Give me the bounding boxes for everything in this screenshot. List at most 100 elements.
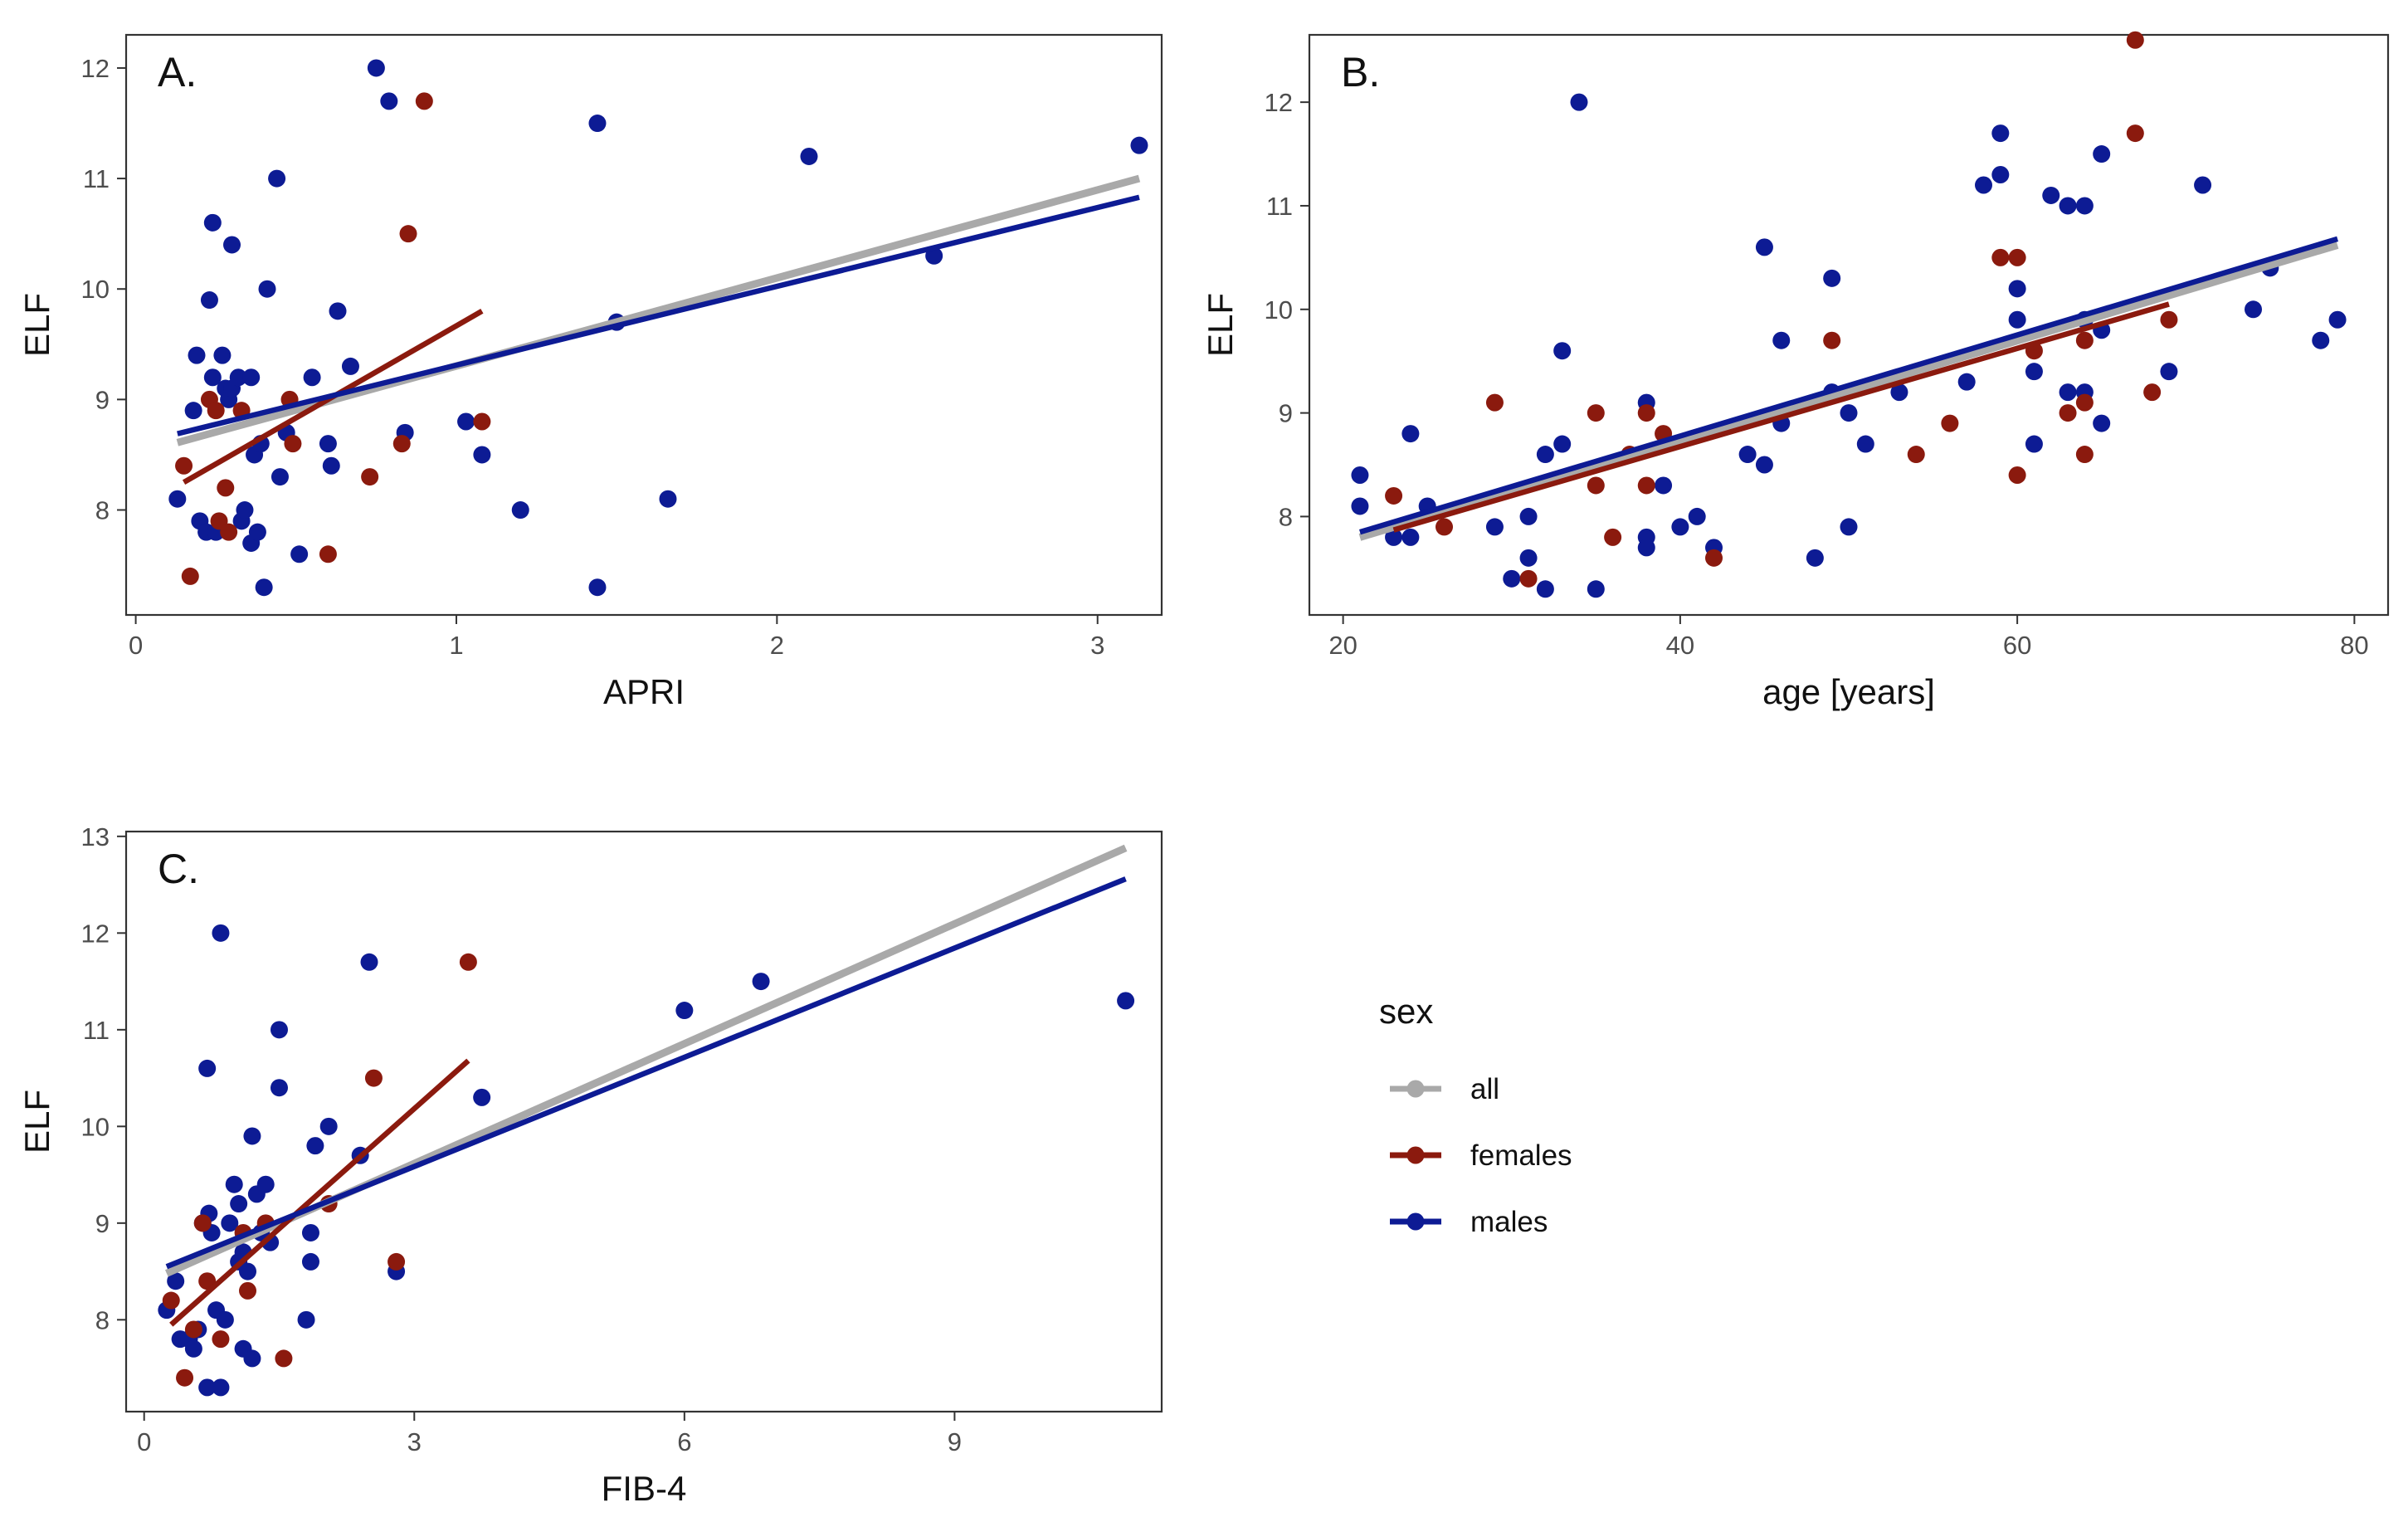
data-point	[1351, 466, 1369, 484]
panel-border	[124, 33, 1163, 617]
data-point	[329, 302, 347, 320]
data-point	[1117, 992, 1135, 1010]
y-tick-label: 12	[1265, 88, 1293, 117]
panel-tag: A.	[158, 49, 197, 95]
data-point	[242, 368, 261, 387]
x-tick-label: 0	[137, 1427, 151, 1456]
data-point	[184, 1320, 202, 1339]
data-point	[1553, 342, 1572, 360]
legend-label: all	[1470, 1073, 1499, 1105]
data-point	[800, 147, 818, 165]
data-point	[184, 402, 202, 420]
y-tick-label: 10	[1265, 295, 1293, 324]
y-tick-label: 11	[83, 1016, 110, 1045]
legend-item-all: all	[1390, 1073, 1499, 1105]
legend-label: males	[1470, 1206, 1548, 1238]
data-point	[203, 213, 222, 232]
data-point	[2075, 331, 2094, 349]
data-point	[1772, 331, 1791, 349]
data-point	[1823, 269, 1841, 287]
y-tick-label: 13	[81, 822, 110, 851]
data-point	[198, 1059, 217, 1077]
x-axis-label: age [years]	[1762, 672, 1935, 711]
data-point	[473, 412, 491, 431]
x-tick-label: 80	[2340, 631, 2368, 660]
data-point	[1806, 549, 1824, 567]
data-point	[1519, 549, 1538, 567]
data-point	[1840, 404, 1858, 422]
y-tick-label: 8	[95, 496, 110, 525]
data-point	[2075, 197, 2094, 215]
data-point	[1536, 446, 1554, 464]
data-point	[181, 567, 199, 585]
data-point	[1975, 176, 1992, 194]
data-point	[230, 1195, 248, 1213]
legend-item-males: males	[1390, 1206, 1548, 1238]
data-point	[2126, 31, 2144, 49]
data-point	[2194, 176, 2212, 194]
fit-line-all	[176, 174, 1141, 446]
data-point	[2126, 124, 2144, 143]
x-axis-label: APRI	[603, 672, 685, 711]
data-point	[1436, 518, 1453, 536]
data-point	[216, 1310, 234, 1329]
y-tick-label: 8	[1279, 502, 1293, 531]
data-point	[1991, 248, 2010, 266]
data-point	[392, 435, 411, 453]
data-point	[1519, 507, 1538, 525]
data-point	[1637, 476, 1655, 495]
data-point	[198, 1378, 217, 1397]
data-point	[1755, 456, 1773, 474]
data-point	[212, 924, 230, 942]
data-point	[1351, 497, 1369, 515]
data-point	[675, 1002, 694, 1020]
data-point	[220, 523, 238, 541]
data-point	[290, 545, 309, 563]
data-point	[1536, 580, 1554, 598]
x-tick-label: 3	[1090, 631, 1104, 660]
y-tick-label: 11	[83, 164, 110, 193]
legend-key-point	[1406, 1146, 1425, 1164]
data-point	[2025, 363, 2043, 381]
data-point	[303, 368, 321, 387]
data-point	[2059, 197, 2077, 215]
legend-key-point	[1406, 1212, 1425, 1231]
data-point	[2245, 300, 2262, 319]
legend-label: females	[1470, 1139, 1572, 1172]
data-point	[1705, 549, 1723, 567]
data-point	[367, 59, 385, 77]
data-point	[270, 1021, 288, 1039]
fit-line-males	[177, 194, 1140, 437]
x-tick-label: 3	[407, 1427, 422, 1456]
panel-c: 0 3 6 9 8 9 10 11 12 13 FIB-4 ELF C.	[17, 822, 1163, 1508]
panel-border	[124, 830, 1163, 1413]
data-point	[1755, 238, 1773, 256]
series-males	[158, 924, 1135, 1397]
data-point	[207, 402, 225, 420]
data-point	[2025, 435, 2043, 453]
data-point	[322, 456, 340, 475]
data-point	[1587, 580, 1605, 598]
data-point	[2143, 383, 2162, 402]
data-point	[200, 291, 218, 310]
data-point	[1991, 124, 2010, 143]
data-point	[176, 1368, 194, 1387]
data-point	[2008, 280, 2026, 298]
data-point	[1519, 569, 1538, 588]
series-females	[162, 953, 477, 1387]
y-tick-label: 10	[81, 275, 110, 304]
data-point	[1570, 93, 1588, 111]
data-point	[168, 490, 187, 508]
data-point	[301, 1223, 319, 1242]
data-point	[236, 501, 254, 520]
data-point	[1401, 425, 1420, 443]
y-axis-label: ELF	[1201, 293, 1240, 357]
data-point	[1823, 331, 1841, 349]
data-point	[1587, 404, 1605, 422]
data-point	[1485, 518, 1504, 536]
panel-tag: B.	[1341, 49, 1380, 95]
data-point	[268, 169, 286, 188]
data-point	[1688, 507, 1706, 525]
legend-item-females: females	[1390, 1139, 1572, 1172]
data-point	[243, 1349, 261, 1368]
